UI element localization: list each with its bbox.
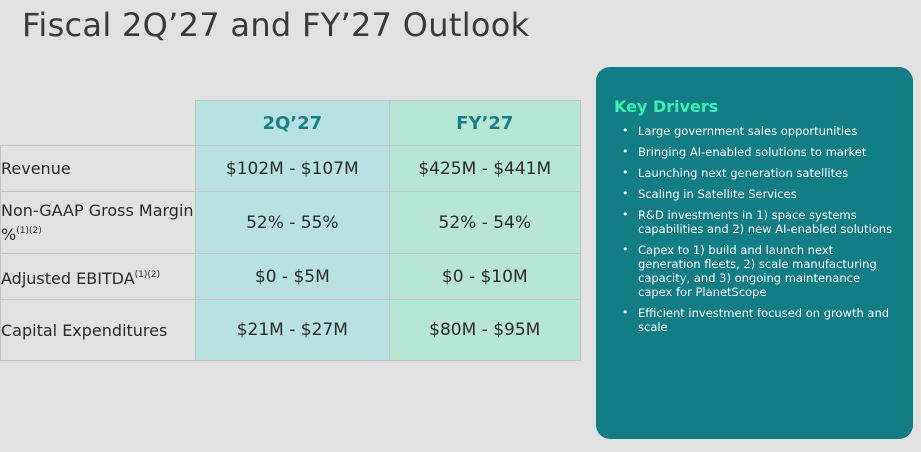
- key-drivers-list: Large government sales opportunities Bri…: [614, 124, 895, 334]
- footnote-ref: (1)(2): [16, 226, 42, 236]
- table-row-adjusted-ebitda: Adjusted EBITDA(1)(2) $0 - $5M $0 - $10M: [0, 253, 582, 300]
- row-label-adjusted-ebitda: Adjusted EBITDA(1)(2): [0, 253, 197, 300]
- list-item: Efficient investment focused on growth a…: [622, 306, 895, 334]
- list-item: R&D investments in 1) space systems capa…: [622, 208, 895, 236]
- list-item: Large government sales opportunities: [622, 124, 895, 138]
- table-row-gross-margin: Non-GAAP Gross Margin %(1)(2) 52% - 55% …: [0, 191, 582, 254]
- key-drivers-title: Key Drivers: [614, 97, 719, 116]
- cell-capex-2q27: $21M - $27M: [195, 299, 390, 361]
- table-header-row: 2Q’27 FY’27: [1, 100, 582, 146]
- column-header-fy27: FY’27: [388, 100, 582, 146]
- table-row-revenue: Revenue $102M - $107M $425M - $441M: [0, 145, 582, 192]
- key-drivers-panel: Key Drivers Large government sales oppor…: [596, 67, 913, 439]
- page-title: Fiscal 2Q’27 and FY’27 Outlook: [22, 6, 530, 44]
- outlook-table: 2Q’27 FY’27 Revenue $102M - $107M $425M …: [0, 100, 582, 361]
- cell-gross-margin-fy27: 52% - 54%: [388, 191, 582, 254]
- column-header-2q27: 2Q’27: [195, 100, 390, 146]
- list-item: Bringing AI-enabled solutions to market: [622, 145, 895, 159]
- cell-ebitda-2q27: $0 - $5M: [195, 253, 390, 300]
- cell-ebitda-fy27: $0 - $10M: [388, 253, 582, 300]
- cell-revenue-2q27: $102M - $107M: [195, 145, 390, 192]
- cell-capex-fy27: $80M - $95M: [388, 299, 582, 361]
- list-item: Launching next generation satellites: [622, 166, 895, 180]
- header-blank-cell: [1, 101, 196, 146]
- row-label-capex: Capital Expenditures: [0, 299, 197, 361]
- table-row-capex: Capital Expenditures $21M - $27M $80M - …: [0, 299, 582, 361]
- row-label-revenue: Revenue: [0, 145, 197, 192]
- list-item: Scaling in Satellite Services: [622, 187, 895, 201]
- row-label-gross-margin: Non-GAAP Gross Margin %(1)(2): [0, 191, 197, 254]
- footnote-ref: (1)(2): [134, 269, 161, 280]
- cell-revenue-fy27: $425M - $441M: [388, 145, 582, 192]
- cell-gross-margin-2q27: 52% - 55%: [195, 191, 390, 254]
- list-item: Capex to 1) build and launch next genera…: [622, 243, 895, 299]
